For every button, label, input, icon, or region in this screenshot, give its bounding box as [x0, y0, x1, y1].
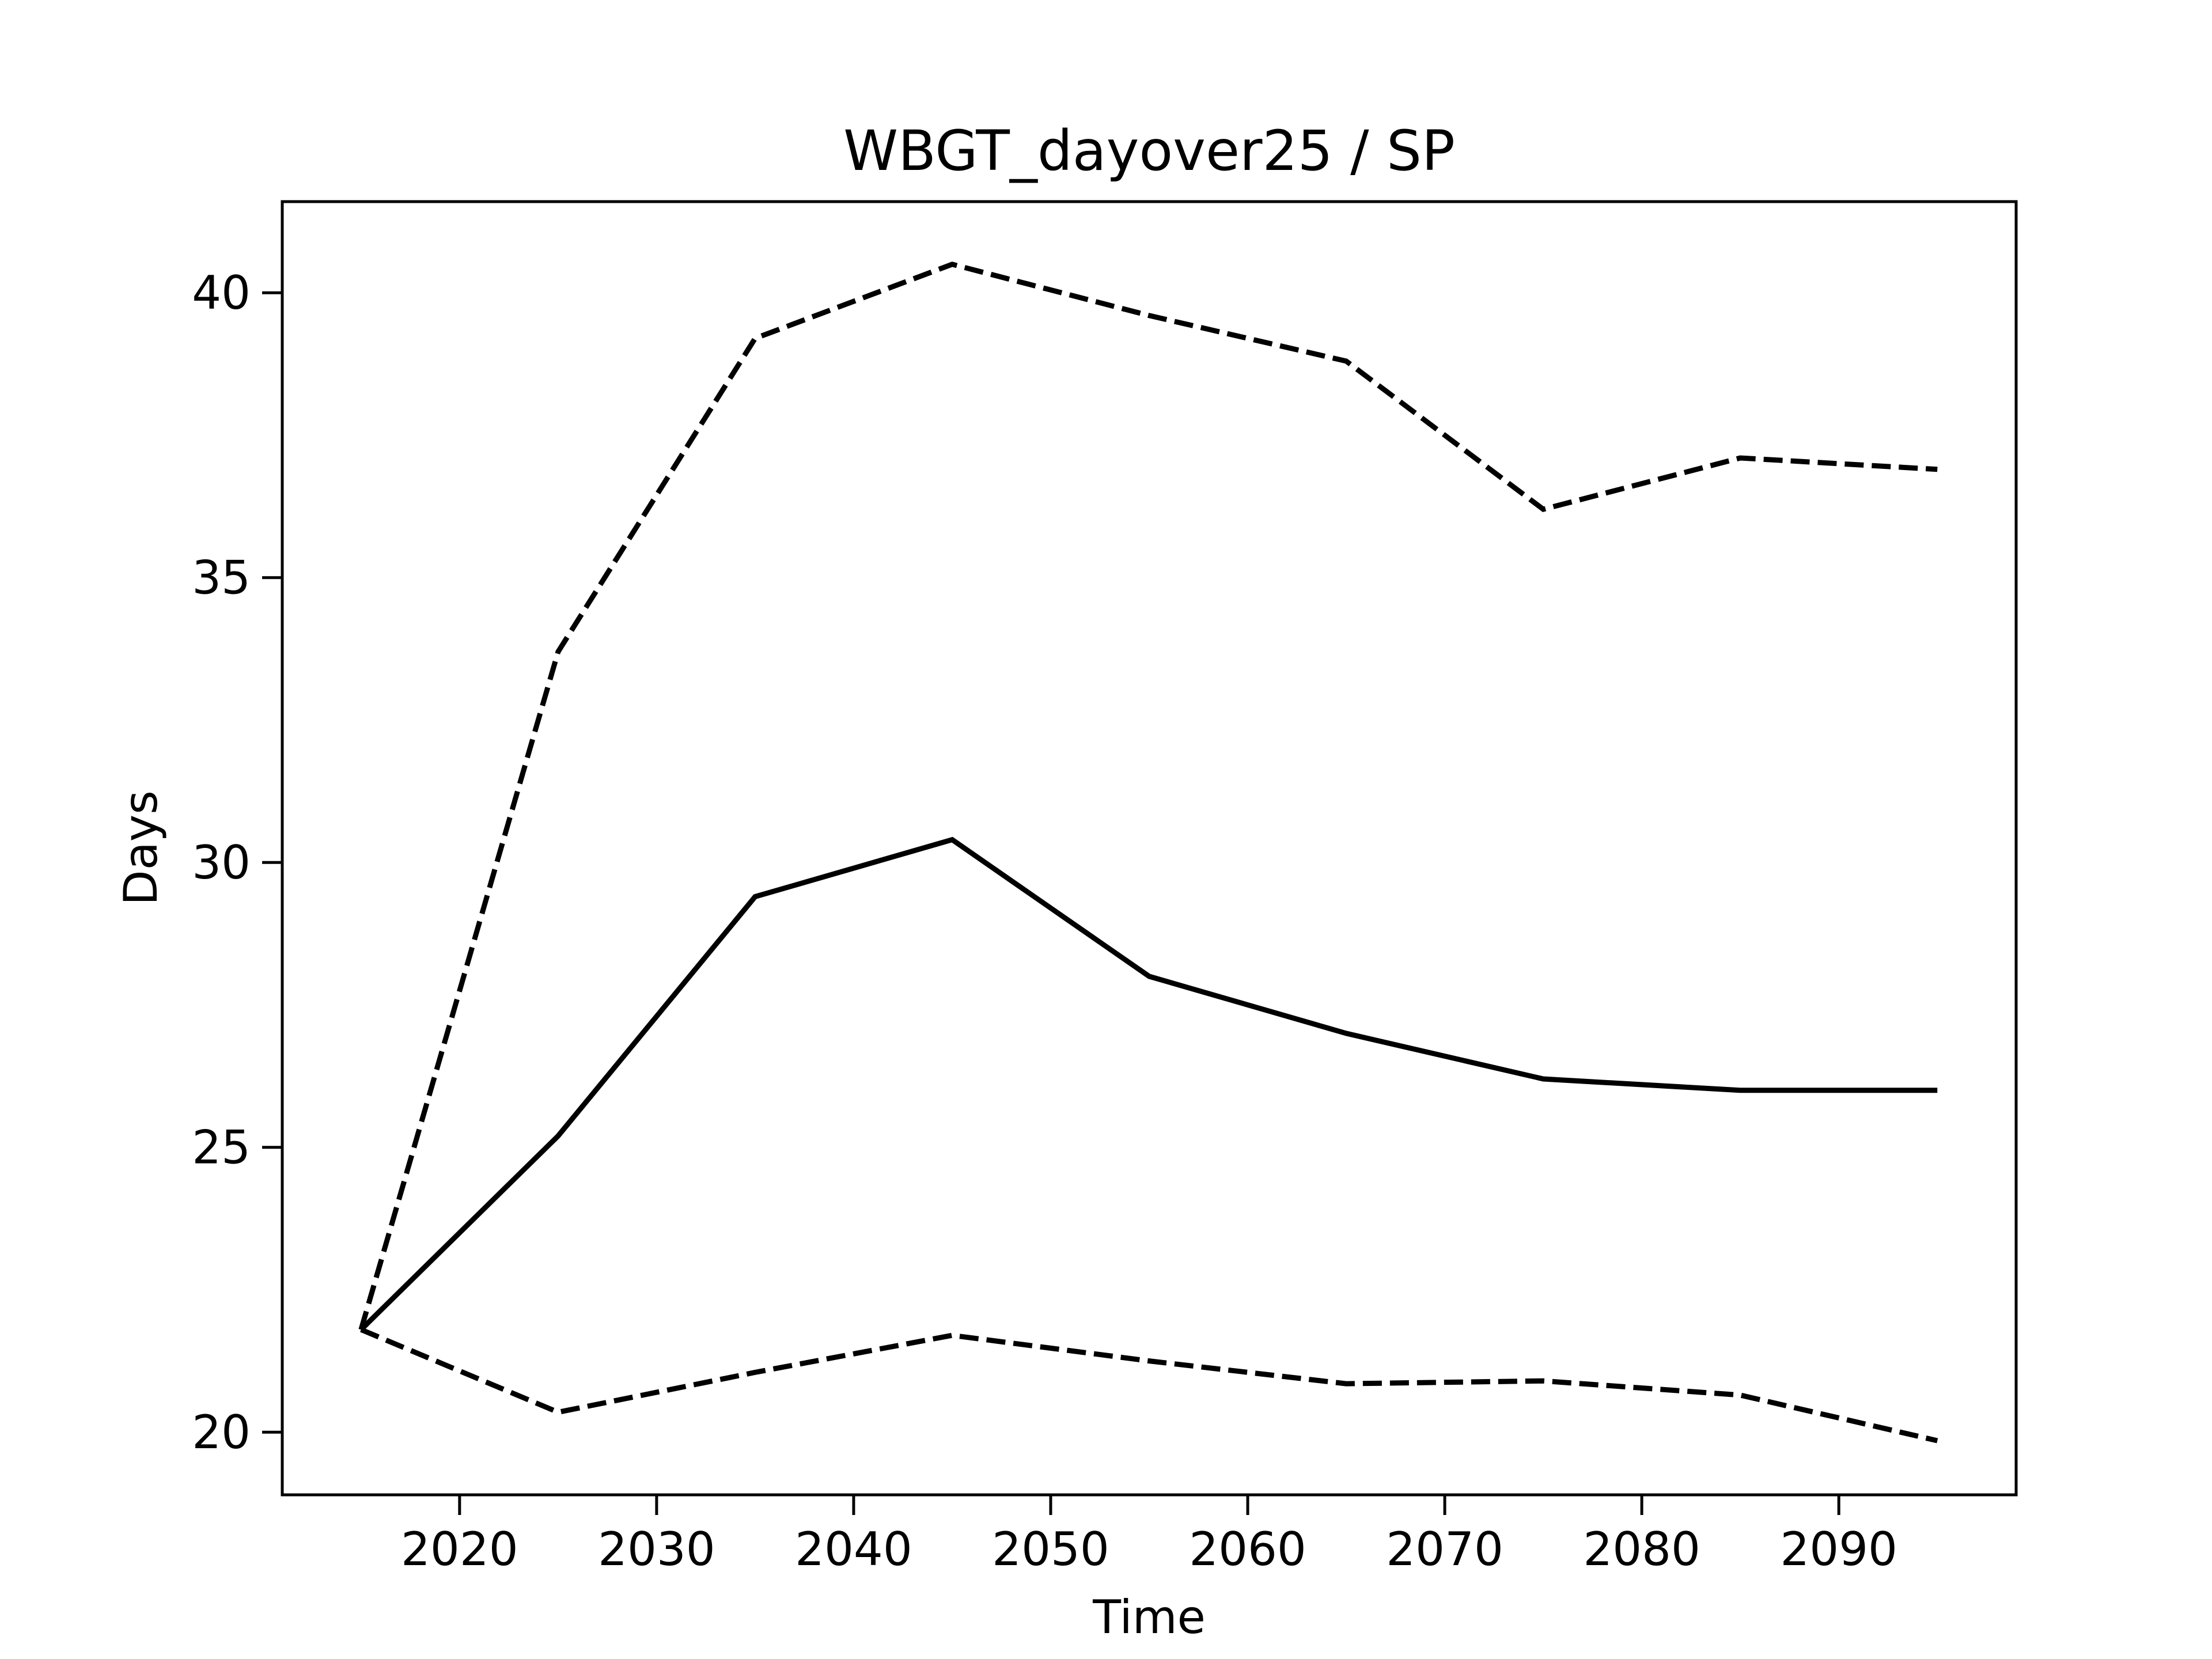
y-tick-label: 40: [192, 266, 251, 320]
plot-frame: [281, 200, 2018, 1497]
chart-title: WBGT_dayover25 / SP: [843, 119, 1455, 183]
y-tick-label: 20: [192, 1406, 251, 1459]
series-line-2: [358, 262, 1938, 1331]
series-layer: [358, 262, 1938, 1444]
x-axis-label: Time: [1092, 1590, 1206, 1644]
x-tick-label: 2030: [598, 1522, 715, 1576]
y-axis-label: Days: [114, 790, 168, 906]
x-tick-label: 2080: [1583, 1522, 1700, 1576]
y-axis: 20 25 30 35 40: [192, 266, 282, 1459]
x-tick-label: 2020: [401, 1522, 518, 1576]
x-tick-label: 2040: [795, 1522, 912, 1576]
x-tick-label: 2050: [992, 1522, 1109, 1576]
x-axis: 2020 2030 2040 2050 2060 2070 2080 2090: [401, 1495, 1897, 1576]
y-tick-label: 30: [192, 836, 251, 889]
x-tick-label: 2090: [1780, 1522, 1897, 1576]
x-tick-label: 2060: [1189, 1522, 1306, 1576]
series-line-1: [359, 836, 1938, 1332]
series-line-3: [360, 1327, 1938, 1444]
x-tick-label: 2070: [1386, 1522, 1503, 1576]
y-tick-label: 25: [192, 1121, 251, 1175]
y-tick-label: 35: [192, 551, 251, 605]
